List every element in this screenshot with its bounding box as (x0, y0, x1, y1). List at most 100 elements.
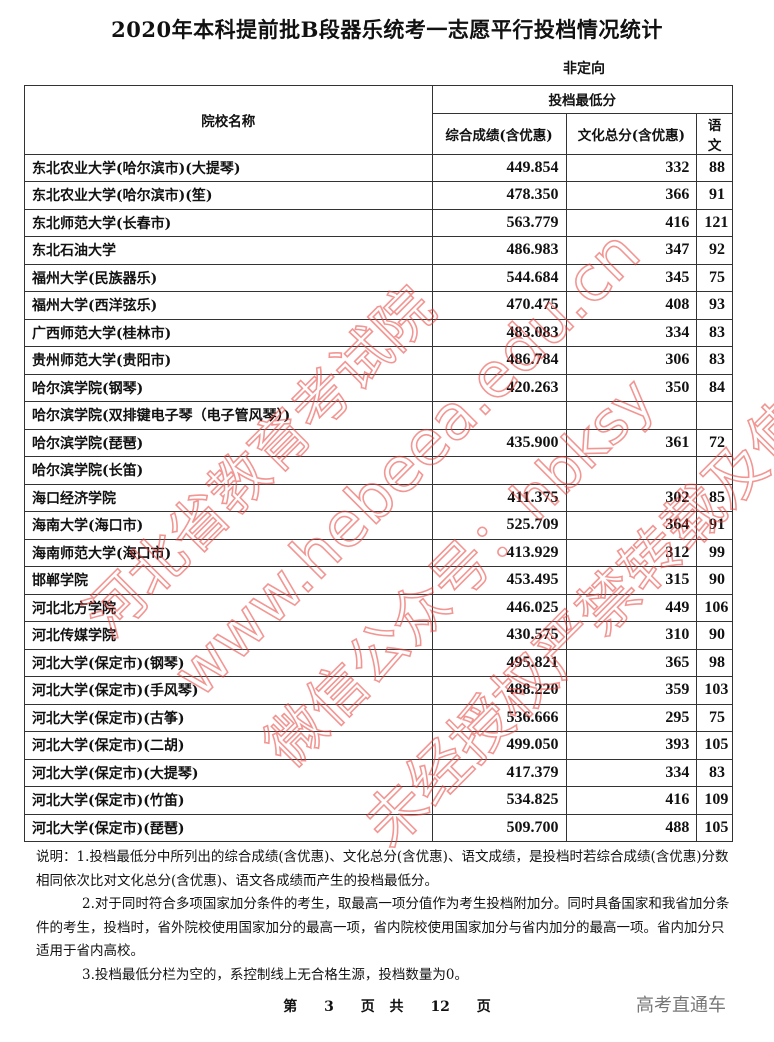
school-name: 河北大学(保定市)(竹笛) (24, 786, 433, 815)
chinese-score: 90 (696, 621, 733, 650)
composite-score: 525.709 (431, 511, 567, 540)
table-row: 东北石油大学 486.983 347 92 (24, 236, 733, 265)
composite-score: 495.821 (431, 648, 567, 677)
table-row: 河北大学(保定市)(钢琴) 495.821 365 98 (24, 648, 733, 677)
school-name: 河北大学(保定市)(琵琶) (24, 813, 433, 842)
school-name: 河北北方学院 (24, 593, 433, 622)
culture-score: 393 (565, 731, 698, 760)
composite-score: 534.825 (431, 786, 567, 815)
composite-score (431, 401, 567, 430)
chinese-score (696, 456, 733, 485)
composite-score: 470.475 (431, 291, 567, 320)
header-min-score: 投档最低分 (431, 85, 733, 114)
brand-logo-text: 高考直通车 (636, 995, 726, 1016)
culture-score: 295 (565, 703, 698, 732)
culture-score: 315 (565, 566, 698, 595)
school-name: 河北大学(保定市)(二胡) (24, 731, 433, 760)
composite-score: 449.854 (431, 153, 567, 182)
composite-score: 486.983 (431, 236, 567, 265)
composite-score (431, 456, 567, 485)
culture-score: 347 (565, 236, 698, 265)
culture-score: 488 (565, 813, 698, 842)
footer-total: 12 (430, 999, 450, 1015)
chinese-score: 83 (696, 318, 733, 347)
chinese-score: 75 (696, 703, 733, 732)
header-school-name: 院校名称 (24, 85, 433, 155)
school-name: 东北师范大学(长春市) (24, 208, 433, 237)
table-row: 河北大学(保定市)(二胡) 499.050 393 105 (24, 731, 733, 760)
table-row: 河北大学(保定市)(大提琴) 417.379 334 83 (24, 758, 733, 787)
chinese-score: 121 (696, 208, 733, 237)
culture-score: 334 (565, 758, 698, 787)
table-row: 河北传媒学院 430.575 310 90 (24, 621, 733, 650)
chinese-score: 92 (696, 236, 733, 265)
table-row: 哈尔滨学院(双排键电子琴（电子管风琴）) (24, 401, 733, 430)
table-row: 河北大学(保定市)(手风琴) 488.220 359 103 (24, 676, 733, 705)
school-name: 哈尔滨学院(双排键电子琴（电子管风琴）) (24, 401, 433, 430)
culture-score (565, 401, 698, 430)
table-row: 贵州师范大学(贵阳市) 486.784 306 83 (24, 346, 733, 375)
table-row: 河北大学(保定市)(竹笛) 534.825 416 109 (24, 786, 733, 815)
table-row: 海口经济学院 411.375 302 85 (24, 483, 733, 512)
school-name: 福州大学(西洋弦乐) (24, 291, 433, 320)
culture-score: 350 (565, 373, 698, 402)
culture-score: 416 (565, 786, 698, 815)
header-chinese: 语文 (696, 112, 733, 155)
culture-score: 449 (565, 593, 698, 622)
composite-score: 544.684 (431, 263, 567, 292)
chinese-score: 105 (696, 731, 733, 760)
chinese-score: 91 (696, 181, 733, 210)
school-name: 河北大学(保定市)(大提琴) (24, 758, 433, 787)
composite-score: 536.666 (431, 703, 567, 732)
culture-score: 366 (565, 181, 698, 210)
chinese-score: 91 (696, 511, 733, 540)
chinese-score: 83 (696, 346, 733, 375)
table-row: 河北大学(保定市)(古筝) 536.666 295 75 (24, 703, 733, 732)
table-row: 海南师范大学(海口市) 413.929 312 99 (24, 538, 733, 567)
composite-score: 420.263 (431, 373, 567, 402)
composite-score: 483.083 (431, 318, 567, 347)
table-row: 东北农业大学(哈尔滨市)(大提琴) 449.854 332 88 (24, 153, 733, 182)
chinese-score: 106 (696, 593, 733, 622)
culture-score (565, 456, 698, 485)
culture-score: 310 (565, 621, 698, 650)
header-culture: 文化总分(含优惠) (565, 112, 698, 155)
school-name: 广西师范大学(桂林市) (24, 318, 433, 347)
school-name: 河北传媒学院 (24, 621, 433, 650)
footer-prefix: 第 (283, 999, 298, 1015)
culture-score: 302 (565, 483, 698, 512)
school-name: 贵州师范大学(贵阳市) (24, 346, 433, 375)
composite-score: 430.575 (431, 621, 567, 650)
footer-page: 3 (324, 999, 334, 1015)
composite-score: 446.025 (431, 593, 567, 622)
school-name: 河北大学(保定市)(钢琴) (24, 648, 433, 677)
page-number: 第 3 页 共 12 页 (0, 996, 774, 1016)
composite-score: 486.784 (431, 346, 567, 375)
table-row: 河北北方学院 446.025 449 106 (24, 593, 733, 622)
school-name: 哈尔滨学院(琵琶) (24, 428, 433, 457)
school-name: 海南大学(海口市) (24, 511, 433, 540)
school-name: 东北农业大学(哈尔滨市)(笙) (24, 181, 433, 210)
composite-score: 413.929 (431, 538, 567, 567)
culture-score: 359 (565, 676, 698, 705)
table-row: 哈尔滨学院(琵琶) 435.900 361 72 (24, 428, 733, 457)
chinese-score: 99 (696, 538, 733, 567)
culture-score: 408 (565, 291, 698, 320)
composite-score: 435.900 (431, 428, 567, 457)
note-3: 3.投档最低分栏为空的，系控制线上无合格生源，投档数量为0。 (82, 966, 468, 983)
culture-score: 364 (565, 511, 698, 540)
chinese-score: 72 (696, 428, 733, 457)
footer-middle: 页 共 (360, 999, 404, 1015)
chinese-score: 103 (696, 676, 733, 705)
subtitle: 非定向 (563, 61, 605, 77)
composite-score: 478.350 (431, 181, 567, 210)
table-row: 广西师范大学(桂林市) 483.083 334 83 (24, 318, 733, 347)
composite-score: 453.495 (431, 566, 567, 595)
page-title: 2020年本科提前批B段器乐统考一志愿平行投档情况统计 (111, 17, 663, 42)
notes: 说明：1.投档最低分中所列出的综合成绩(含优惠)、文化总分(含优惠)、语文成绩，… (36, 846, 736, 987)
culture-score: 361 (565, 428, 698, 457)
chinese-score: 85 (696, 483, 733, 512)
school-name: 东北石油大学 (24, 236, 433, 265)
school-name: 哈尔滨学院(钢琴) (24, 373, 433, 402)
chinese-score (696, 401, 733, 430)
